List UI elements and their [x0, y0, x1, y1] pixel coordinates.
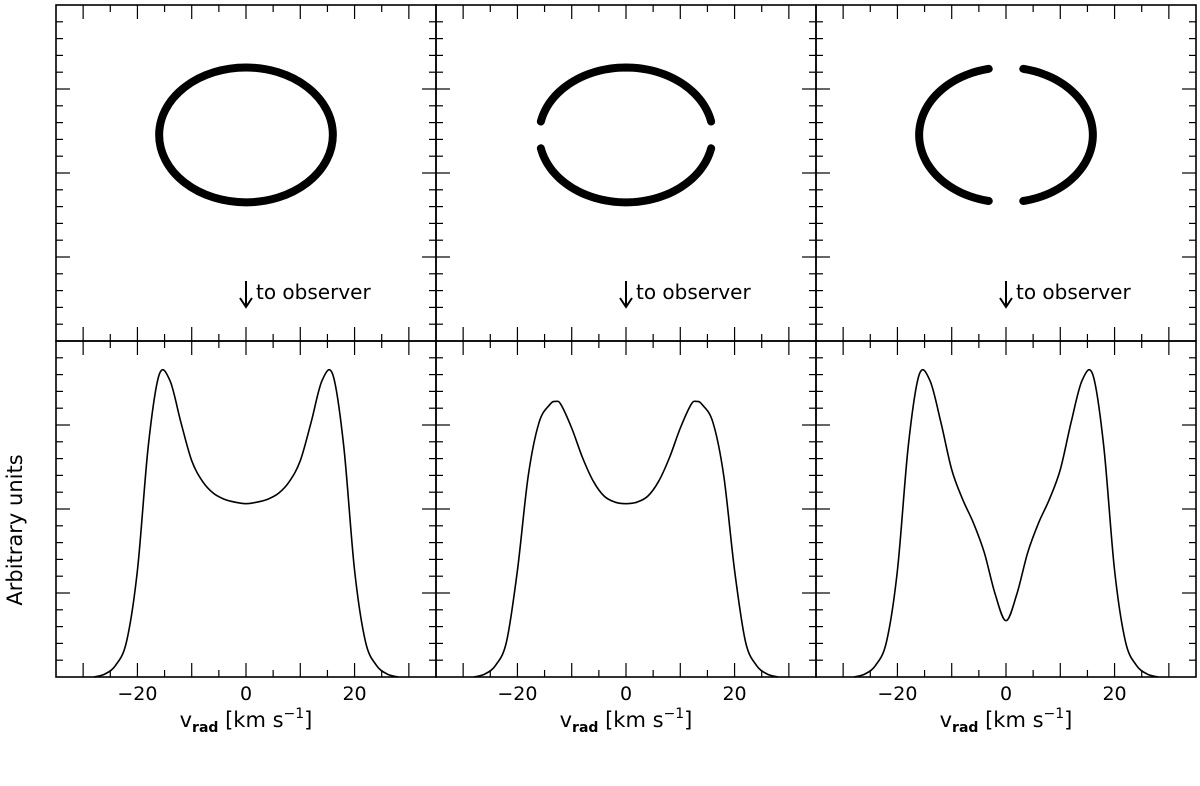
- y-axis-label: Arbitrary units: [3, 454, 27, 605]
- profile-panel-1: −20 0 20 vrad [km s−1]: [55, 340, 437, 736]
- observer-label: to observer: [256, 280, 371, 304]
- profile-line: [473, 400, 779, 678]
- panel-frame: [55, 340, 437, 678]
- x-tick-label: 0: [240, 683, 252, 705]
- profile-line: [853, 369, 1159, 678]
- observer-arrowhead: [999, 297, 1013, 309]
- observer-arrowhead: [239, 297, 253, 309]
- x-tick-label: 20: [722, 683, 746, 705]
- observer-label: to observer: [636, 280, 751, 304]
- ring-arc: [536, 144, 716, 207]
- x-tick-label: 20: [1102, 683, 1126, 705]
- ring-arc: [536, 63, 716, 126]
- profile-line: [93, 369, 399, 678]
- x-tick-label: −20: [877, 683, 917, 705]
- x-tick-label: 0: [620, 683, 632, 705]
- x-tick-label: 20: [342, 683, 366, 705]
- x-tick-label: −20: [117, 683, 157, 705]
- x-tick-label: 0: [1000, 683, 1012, 705]
- geometry-panel-1: to observer: [55, 4, 437, 342]
- x-tick-label: −20: [497, 683, 537, 705]
- observer-arrowhead: [619, 297, 633, 309]
- panel-grid: to observer to observer to observer −20 0 20 v…: [55, 4, 1197, 736]
- panel-frame: [435, 340, 817, 678]
- x-axis-label: vrad [km s−1]: [560, 706, 693, 736]
- ring-outline: [155, 63, 337, 207]
- ring-arc: [1019, 64, 1097, 205]
- observer-label: to observer: [1016, 280, 1131, 304]
- ring-arc: [915, 64, 993, 205]
- profile-panel-2: −20 0 20 vrad [km s−1]: [435, 340, 817, 736]
- panel-frame: [815, 340, 1197, 678]
- geometry-panel-3: to observer: [815, 4, 1197, 342]
- geometry-panel-2: to observer: [435, 4, 817, 342]
- x-axis-label: vrad [km s−1]: [180, 706, 313, 736]
- profile-panel-3: −20 0 20 vrad [km s−1]: [815, 340, 1197, 736]
- x-axis-label: vrad [km s−1]: [940, 706, 1073, 736]
